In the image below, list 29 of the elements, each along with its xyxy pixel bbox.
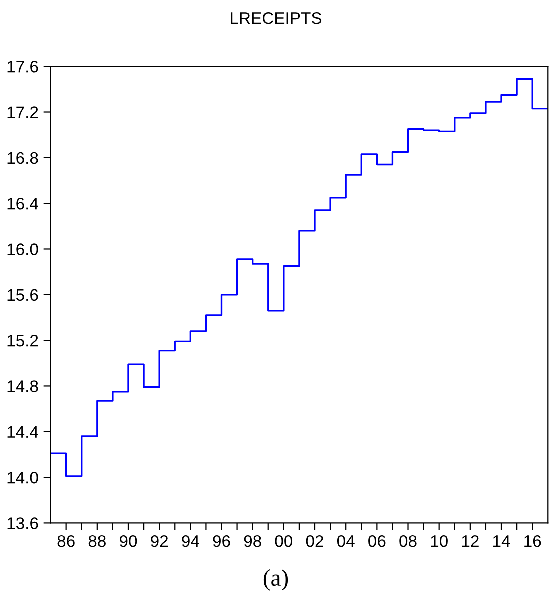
x-tick-label: 14 bbox=[494, 536, 510, 548]
y-tick-label: 16.0 bbox=[8, 244, 38, 256]
x-tick-label: 08 bbox=[400, 535, 417, 548]
y-tick-label: 13.6 bbox=[8, 518, 38, 530]
x-tick-label: 16 bbox=[524, 535, 542, 548]
x-tick-label: 04 bbox=[337, 535, 355, 548]
y-tick-label: 14.8 bbox=[8, 380, 38, 392]
x-tick-label: 10 bbox=[431, 535, 448, 548]
y-tick-label: 14.0 bbox=[8, 472, 38, 484]
y-tick-label: 17.6 bbox=[8, 61, 38, 73]
y-tick-label: 16.4 bbox=[8, 198, 38, 210]
x-tick-label: 88 bbox=[88, 535, 106, 548]
x-tick-label: 96 bbox=[213, 535, 230, 548]
text: (a) bbox=[264, 569, 288, 591]
y-tick-label: 16.8 bbox=[8, 152, 38, 164]
chart-title: LRECEIPTS bbox=[231, 12, 322, 24]
x-tick-label: 06 bbox=[368, 535, 386, 548]
y-tick-label: 14.4 bbox=[8, 426, 38, 438]
x-tick-label: 98 bbox=[244, 535, 262, 548]
x-tick-label: 12 bbox=[462, 535, 479, 548]
x-tick-label: 90 bbox=[120, 535, 138, 548]
y-tick-label: 15.6 bbox=[8, 289, 38, 302]
x-tick-label: 94 bbox=[182, 535, 200, 548]
x-tick-label: 92 bbox=[151, 535, 168, 548]
x-tick-label: 86 bbox=[58, 535, 75, 548]
y-tick-label: 17.2 bbox=[8, 106, 38, 118]
x-tick-label: 00 bbox=[275, 535, 293, 548]
y-tick-label: 15.2 bbox=[8, 334, 38, 347]
x-tick-label: 02 bbox=[306, 535, 324, 548]
